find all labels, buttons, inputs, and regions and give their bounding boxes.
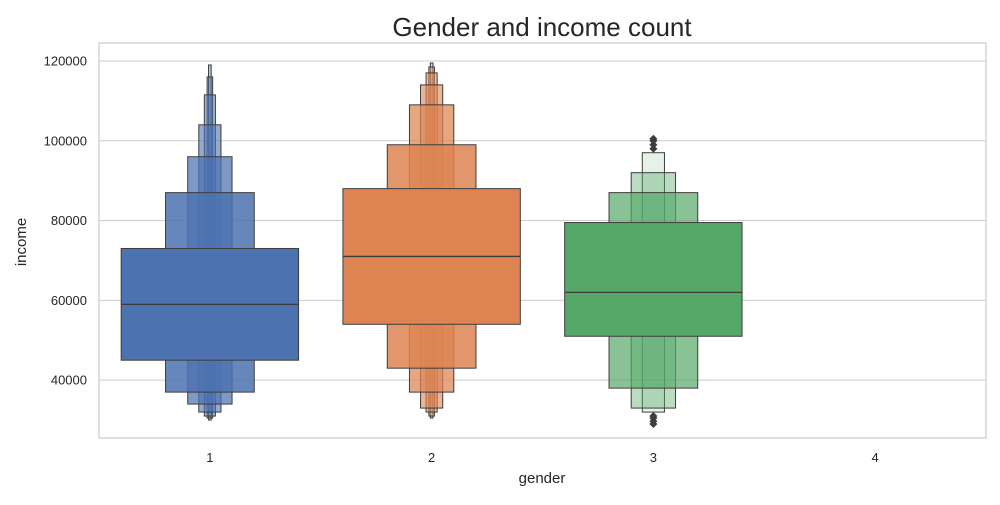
boxen-group-3 xyxy=(564,134,743,429)
boxen-box xyxy=(564,222,743,337)
chart-title: Gender and income count xyxy=(392,12,692,42)
x-tick-label: 4 xyxy=(872,450,879,465)
y-tick-label: 120000 xyxy=(44,53,87,68)
outlier-point xyxy=(649,134,658,143)
boxen-group-2 xyxy=(342,62,521,419)
outlier-point xyxy=(649,412,658,421)
y-tick-label: 60000 xyxy=(51,293,87,308)
boxen-plot-area xyxy=(120,62,743,429)
y-axis-label: income xyxy=(13,218,30,266)
y-tick-label: 80000 xyxy=(51,213,87,228)
y-axis-ticks: 40000 60000 80000 100000 120000 xyxy=(44,53,87,387)
boxen-group-1 xyxy=(120,64,300,421)
plot-frame xyxy=(98,42,987,439)
y-tick-label: 40000 xyxy=(51,373,87,388)
x-tick-label: 3 xyxy=(650,450,657,465)
x-tick-label: 1 xyxy=(206,450,213,465)
x-axis-label: gender xyxy=(519,470,566,487)
y-tick-label: 100000 xyxy=(44,133,87,148)
x-axis-ticks: 1 2 3 4 xyxy=(206,450,878,465)
x-tick-label: 2 xyxy=(428,450,435,465)
